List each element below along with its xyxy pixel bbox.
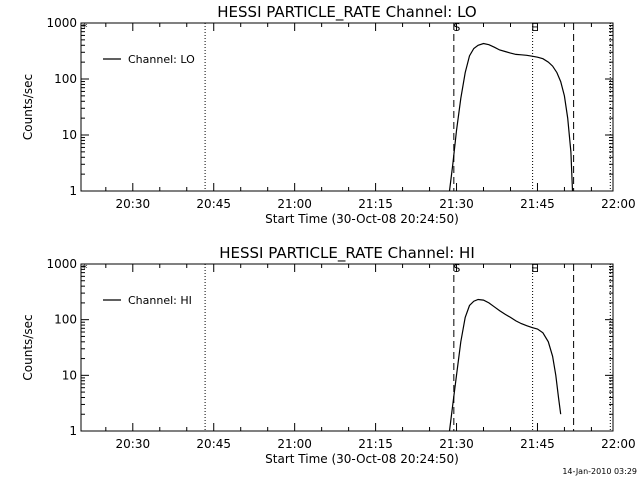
plot-timestamp: 14-Jan-2010 03:29 — [562, 467, 637, 476]
interval-marker-label: E — [531, 262, 538, 275]
x-axis-label: Start Time (30-Oct-08 20:24:50) — [265, 212, 459, 226]
chart-panel-2: HESSI PARTICLE_RATE Channel: HI 20:30 20:4… — [21, 244, 636, 466]
plot-frame — [80, 263, 614, 432]
x-tick-label: 21:00 — [277, 197, 312, 211]
y-tick-label: 10 — [62, 128, 77, 142]
x-tick-label: 20:30 — [116, 437, 151, 451]
y-tick-label: 1000 — [46, 257, 77, 271]
y-tick-label: 100 — [54, 313, 77, 327]
x-tick-label: 20:30 — [116, 197, 151, 211]
plot-frame — [80, 22, 614, 192]
corner-symbol: * — [82, 21, 88, 34]
x-tick-label: 21:30 — [439, 437, 474, 451]
y-tick-label: 100 — [54, 72, 77, 86]
x-tick-label: 22:00 — [601, 437, 636, 451]
chart-panel-1: HESSI PARTICLE_RATE Channel: LO 20:30 20:4… — [21, 3, 636, 226]
x-tick-label: 21:30 — [439, 197, 474, 211]
x-tick-label: 20:45 — [196, 437, 231, 451]
x-tick-label: 21:45 — [520, 197, 555, 211]
y-tick-label: 1 — [69, 424, 77, 438]
interval-marker-label: S — [453, 262, 460, 275]
y-tick-label: 10 — [62, 368, 77, 382]
y-axis-label: Counts/sec — [21, 74, 35, 140]
series-line — [448, 42, 574, 192]
interval-marker-label: S — [453, 21, 460, 34]
x-tick-label: 21:15 — [358, 197, 393, 211]
x-axis-label: Start Time (30-Oct-08 20:24:50) — [265, 452, 459, 466]
chart-title: HESSI PARTICLE_RATE Channel: LO — [217, 3, 476, 22]
y-tick-label: 1000 — [46, 16, 77, 30]
corner-symbol: * — [82, 262, 88, 275]
x-tick-label: 20:45 — [196, 197, 231, 211]
series-line — [448, 298, 562, 432]
y-tick-label: 1 — [69, 184, 77, 198]
legend-entry: Channel: HI — [128, 294, 192, 307]
x-tick-label: 21:15 — [358, 437, 393, 451]
x-tick-label: 22:00 — [601, 197, 636, 211]
x-tick-label: 21:45 — [520, 437, 555, 451]
y-axis-label: Counts/sec — [21, 314, 35, 380]
interval-marker-label: E — [531, 21, 538, 34]
legend-entry: Channel: LO — [128, 53, 195, 66]
chart-title: HESSI PARTICLE_RATE Channel: HI — [219, 244, 475, 263]
x-tick-label: 21:00 — [277, 437, 312, 451]
